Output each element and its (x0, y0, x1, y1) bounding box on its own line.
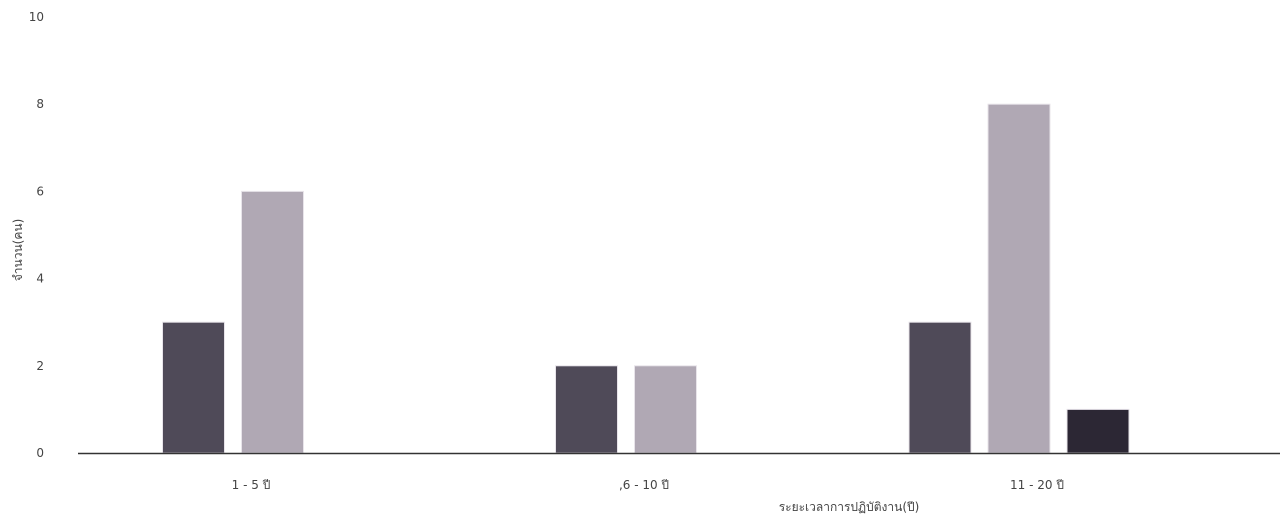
y-tick-label: 10 (29, 10, 44, 24)
y-axis-title: จำนวน(คน) (11, 219, 25, 282)
bar (162, 321, 225, 454)
x-axis-ticks: 1 - 5 ปี ,6 - 10 ปี 11 - 20 ปี (232, 478, 1064, 492)
bar (908, 321, 972, 454)
y-tick-label: 6 (36, 184, 44, 198)
x-tick-label: 11 - 20 ปี (1010, 478, 1064, 492)
x-axis-title: ระยะเวลาการปฏิบัติงาน(ปี) (779, 500, 920, 514)
x-tick-label: 1 - 5 ปี (232, 478, 271, 492)
y-tick-label: 0 (36, 446, 44, 460)
bar (241, 190, 304, 454)
bar (1066, 408, 1130, 454)
bar (987, 103, 1051, 454)
y-tick-label: 8 (36, 97, 44, 111)
y-tick-label: 2 (36, 359, 44, 373)
bars (162, 103, 1130, 454)
bar (555, 365, 618, 454)
bar (634, 365, 697, 454)
y-tick-label: 4 (36, 272, 44, 286)
x-tick-label: ,6 - 10 ปี (619, 478, 669, 492)
y-axis-ticks: 0 2 4 6 8 10 (29, 10, 44, 460)
